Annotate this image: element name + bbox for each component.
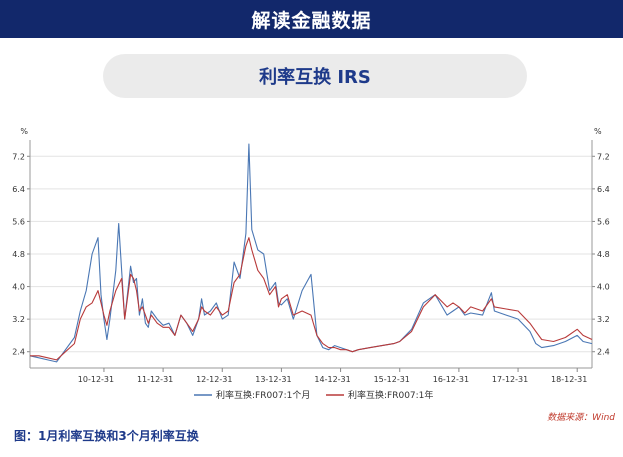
x-tick-label: 15-12-31 — [374, 375, 410, 384]
x-tick-label: 10-12-31 — [78, 375, 114, 384]
section-title: 利率互换 IRS — [259, 67, 371, 88]
y-tick-label-left: 4.8 — [12, 250, 25, 259]
x-tick-label: 16-12-31 — [433, 375, 469, 384]
line-chart: 2.4 2.4 3.2 3.2 4.0 4.0 4.8 4.8 5.6 5.6 6.4 6.4 7.2 7… — [12, 127, 610, 401]
y-tick-label-right: 4.8 — [597, 250, 610, 259]
y-tick-label-left: 7.2 — [12, 152, 25, 161]
data-source: 数据来源：Wind — [547, 413, 615, 423]
y-tick-label-right: 7.2 — [597, 152, 610, 161]
x-tick-label: 12-12-31 — [196, 375, 232, 384]
y-tick-label-left: 2.4 — [12, 348, 25, 357]
series-line — [30, 237, 593, 361]
x-tick-label: 17-12-31 — [492, 375, 528, 384]
x-tick-label: 14-12-31 — [314, 375, 350, 384]
x-tick-label: 18-12-31 — [551, 375, 587, 384]
y-tick-label-right: 2.4 — [597, 348, 610, 357]
header-banner: 解读金融数据 — [0, 0, 623, 38]
x-tick-label: 13-12-31 — [255, 375, 291, 384]
y-tick-label-left: 3.2 — [12, 315, 25, 324]
y-tick-label-right: 5.6 — [597, 217, 610, 226]
y-tick-label-right: 6.4 — [597, 185, 610, 194]
y-unit-label-right: % — [594, 127, 602, 136]
y-tick-label-left: 4.0 — [12, 283, 25, 292]
series-line — [29, 143, 593, 363]
legend-label: 利率互换:FR007:1年 — [348, 389, 433, 401]
y-tick-label-left: 5.6 — [12, 217, 25, 226]
legend-label: 利率互换:FR007:1个月 — [216, 389, 310, 401]
y-tick-label-right: 3.2 — [597, 315, 610, 324]
header-title: 解读金融数据 — [251, 9, 372, 32]
y-tick-label-left: 6.4 — [12, 185, 25, 194]
figure-caption: 图：1月利率互换和3个月利率互换 — [14, 429, 199, 443]
y-unit-label-left: % — [20, 127, 28, 136]
y-tick-label-right: 4.0 — [597, 283, 610, 292]
section-title-pill: 利率互换 IRS — [103, 54, 527, 98]
x-tick-label: 11-12-31 — [137, 375, 173, 384]
